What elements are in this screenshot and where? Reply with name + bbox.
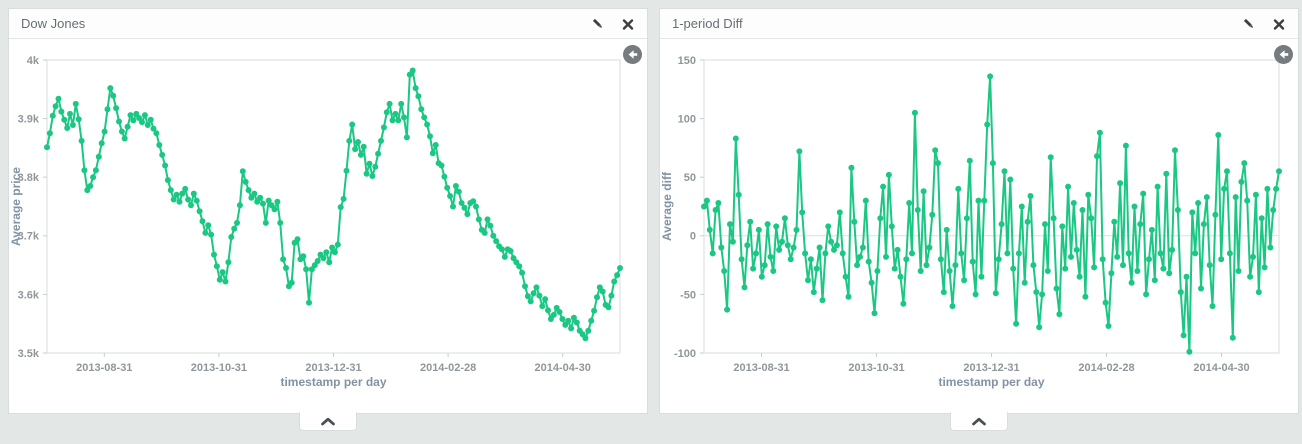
svg-text:Average price: Average price — [9, 167, 23, 246]
diff-chart[interactable]: 150 100 50 0 -50 -100 2013-08-31 2013-10-31 2013… — [660, 39, 1298, 413]
close-icon[interactable] — [1272, 17, 1286, 31]
panel-header: 1-period Diff — [660, 9, 1298, 39]
chart-area: 4k 3.9k 3.8k 3.7k 3.6k 3.5k 2013-08-31 2013-10-… — [9, 39, 647, 413]
svg-text:2014-02-28: 2014-02-28 — [1078, 362, 1134, 374]
back-button[interactable] — [1274, 45, 1293, 64]
svg-text:timestamp per day: timestamp per day — [938, 375, 1044, 389]
svg-text:2014-04-30: 2014-04-30 — [1193, 362, 1249, 374]
svg-text:timestamp per day: timestamp per day — [280, 375, 386, 389]
dow-jones-chart[interactable]: 4k 3.9k 3.8k 3.7k 3.6k 3.5k 2013-08-31 2013-10-… — [9, 39, 647, 413]
svg-text:3.7k: 3.7k — [18, 231, 40, 243]
edit-icon[interactable] — [1242, 17, 1256, 31]
svg-text:2013-08-31: 2013-08-31 — [76, 362, 132, 374]
svg-text:2013-10-31: 2013-10-31 — [848, 362, 904, 374]
svg-text:2013-08-31: 2013-08-31 — [733, 362, 789, 374]
panel-title: 1-period Diff — [672, 16, 743, 31]
collapse-tab[interactable] — [950, 412, 1008, 431]
svg-text:3.5k: 3.5k — [18, 348, 40, 360]
panel-header: Dow Jones — [9, 9, 647, 39]
svg-text:4k: 4k — [27, 55, 40, 67]
panel-title: Dow Jones — [21, 16, 86, 31]
svg-text:2014-02-28: 2014-02-28 — [420, 362, 476, 374]
svg-text:2013-12-31: 2013-12-31 — [963, 362, 1019, 374]
chevron-up-icon — [971, 417, 987, 426]
panel-dow-jones: Dow Jones — [8, 8, 648, 431]
chart-area: 150 100 50 0 -50 -100 2013-08-31 2013-10-31 2013… — [660, 39, 1298, 413]
svg-text:-100: -100 — [674, 348, 696, 360]
panel-1-period-diff: 1-period Diff — [659, 8, 1299, 431]
collapse-tab[interactable] — [299, 412, 357, 431]
svg-text:2013-10-31: 2013-10-31 — [191, 362, 247, 374]
close-icon[interactable] — [621, 17, 635, 31]
svg-text:150: 150 — [678, 55, 696, 67]
svg-text:Average diff: Average diff — [660, 171, 674, 241]
panel-toolbar — [591, 17, 635, 31]
svg-text:3.9k: 3.9k — [18, 113, 40, 125]
svg-text:100: 100 — [678, 113, 696, 125]
svg-text:3.6k: 3.6k — [18, 289, 40, 301]
panel-toolbar — [1242, 17, 1286, 31]
svg-text:3.8k: 3.8k — [18, 172, 40, 184]
edit-icon[interactable] — [591, 17, 605, 31]
svg-text:2013-12-31: 2013-12-31 — [305, 362, 361, 374]
svg-text:-50: -50 — [680, 289, 696, 301]
back-button[interactable] — [623, 45, 642, 64]
chevron-up-icon — [320, 417, 336, 426]
svg-text:0: 0 — [690, 231, 696, 243]
svg-text:50: 50 — [684, 172, 696, 184]
svg-text:2014-04-30: 2014-04-30 — [535, 362, 591, 374]
